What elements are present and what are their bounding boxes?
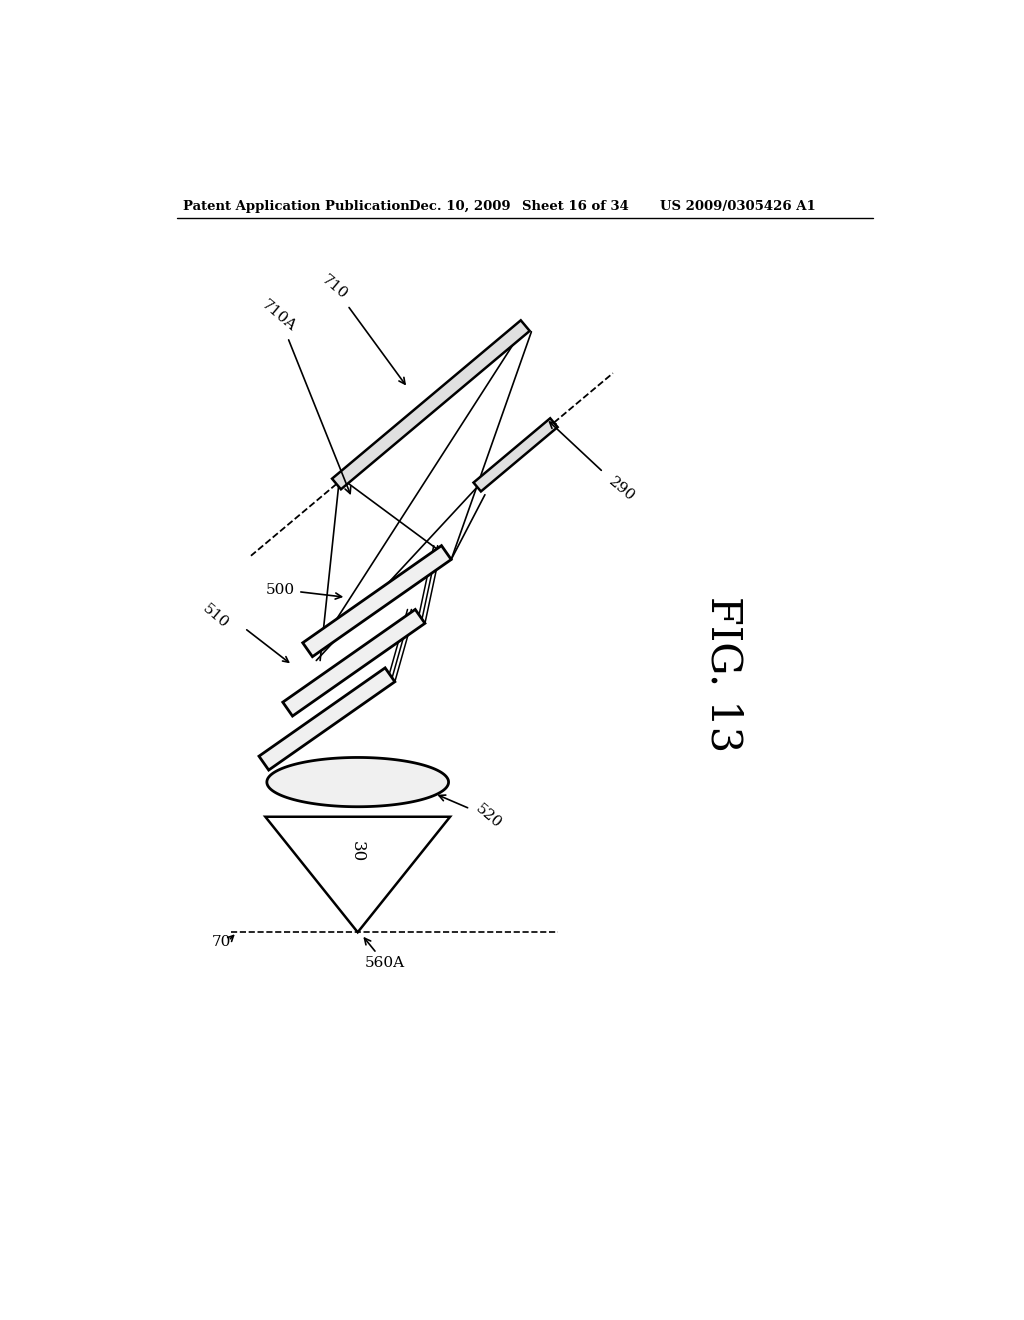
Text: 500: 500 [266, 582, 342, 599]
Polygon shape [473, 418, 558, 491]
Text: 290: 290 [550, 422, 638, 504]
Text: 560A: 560A [365, 939, 404, 970]
Polygon shape [259, 668, 395, 770]
Text: 510: 510 [200, 602, 231, 631]
Text: 710: 710 [318, 273, 406, 384]
Text: Sheet 16 of 34: Sheet 16 of 34 [521, 199, 629, 213]
Polygon shape [267, 758, 449, 807]
Polygon shape [332, 321, 529, 490]
Text: Patent Application Publication: Patent Application Publication [183, 199, 410, 213]
Text: 710A: 710A [259, 298, 351, 494]
Polygon shape [265, 817, 451, 932]
Text: 30: 30 [349, 841, 367, 862]
Text: 520: 520 [439, 795, 504, 832]
Polygon shape [303, 545, 452, 656]
Text: FIG. 13: FIG. 13 [702, 597, 744, 752]
Text: US 2009/0305426 A1: US 2009/0305426 A1 [660, 199, 816, 213]
Text: 70: 70 [212, 936, 231, 949]
Text: Dec. 10, 2009: Dec. 10, 2009 [410, 199, 511, 213]
Polygon shape [283, 610, 425, 715]
